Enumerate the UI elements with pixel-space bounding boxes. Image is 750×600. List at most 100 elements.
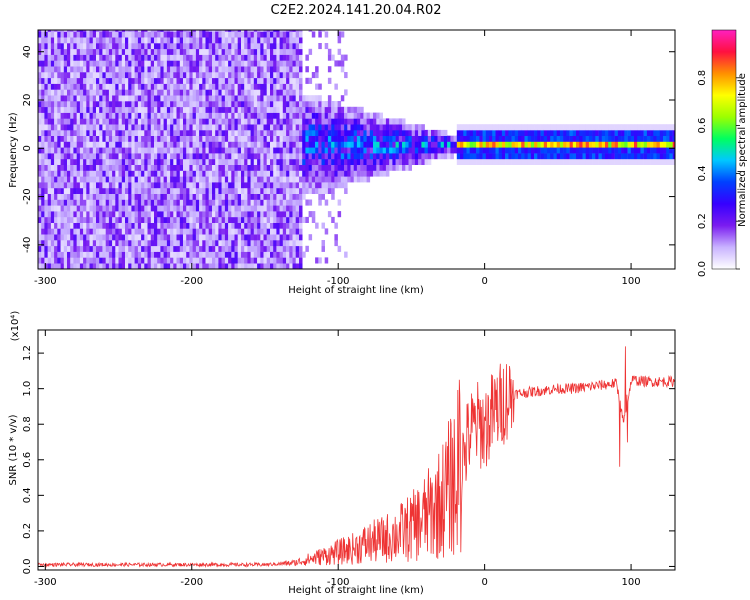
spectrogram-cell	[241, 95, 245, 102]
spectrogram-cell	[292, 31, 296, 38]
spectrogram-cell	[398, 158, 403, 165]
spectrogram-cell	[218, 228, 222, 235]
spectrogram-cell	[144, 129, 148, 136]
spectrogram-cell	[99, 158, 103, 165]
spectrogram-cell	[295, 60, 300, 67]
spectrogram-cell	[131, 118, 135, 125]
spectrogram-cell	[38, 211, 42, 218]
spectrogram-cell	[588, 135, 593, 142]
spectrogram-cell	[38, 176, 42, 183]
spectrogram-cell	[282, 153, 287, 160]
spectrogram-cell	[47, 48, 52, 55]
spectrogram-cell	[57, 182, 61, 189]
spectrogram-cell	[260, 31, 264, 38]
spectrogram-cell	[99, 124, 103, 131]
spectrogram-cell	[273, 176, 277, 183]
spectrogram-cell	[176, 158, 180, 165]
spectrogram-cell	[38, 153, 42, 160]
spectrogram-cell	[311, 129, 316, 136]
spectrogram-cell	[99, 95, 103, 102]
spectrogram-cell	[92, 245, 97, 252]
spectrogram-cell	[76, 251, 81, 258]
spectrogram-cell	[128, 182, 132, 189]
spectrogram-cell	[160, 205, 164, 212]
spectrogram-cell	[315, 66, 319, 73]
spectrogram-cell	[279, 251, 284, 258]
spectrogram-cell	[550, 129, 554, 136]
spectrogram-cell	[173, 129, 177, 136]
spectrogram-cell	[125, 245, 129, 252]
spectrogram-cell	[476, 135, 480, 142]
spectrogram-cell	[205, 240, 209, 247]
spectrogram-cell	[38, 129, 42, 136]
spectrogram-cell	[195, 112, 200, 119]
spectrogram-cell	[79, 205, 84, 212]
spectrogram-cell	[402, 147, 406, 154]
spectrogram-cell	[579, 135, 583, 142]
spectrogram-cell	[321, 124, 325, 131]
spectrogram-cell	[89, 222, 93, 229]
spectrogram-cell	[60, 66, 65, 73]
spectrogram-cell	[514, 141, 519, 148]
spectrogram-cell	[257, 135, 261, 142]
spectrogram-cell	[550, 147, 554, 154]
spectrogram-cell	[327, 147, 332, 154]
spectrogram-cell	[176, 216, 180, 223]
spectrogram-cell	[131, 240, 135, 247]
spectrogram-cell	[311, 216, 316, 223]
spectrogram-cell	[270, 158, 274, 165]
spectrogram-cell	[334, 240, 338, 247]
spectrogram-cell	[50, 187, 55, 194]
spectrogram-cell	[92, 193, 97, 200]
spectrogram-cell	[305, 170, 309, 177]
spectrogram-cell	[83, 106, 87, 113]
spectrogram-cell	[360, 129, 364, 136]
spectrogram-cell	[318, 199, 322, 206]
spectrogram-cell	[125, 72, 129, 79]
spectrogram-cell	[273, 153, 277, 160]
spectrogram-cell	[67, 77, 71, 84]
spectrogram-cell	[208, 31, 213, 38]
spectrogram-cell	[60, 43, 65, 50]
spectrogram-cell	[295, 245, 300, 252]
spectrogram-cell	[157, 66, 161, 73]
spectrogram-cell	[131, 95, 135, 102]
spectrogram-cell	[289, 43, 293, 50]
spectrogram-cell	[498, 129, 503, 136]
spectrogram-cell	[556, 153, 561, 160]
spectrogram-cell	[173, 118, 177, 125]
spectrogram-cell	[273, 228, 277, 235]
spectrogram-cell	[89, 141, 93, 148]
spectrogram-cell	[141, 43, 145, 50]
spectrogram-cell	[115, 245, 119, 252]
spectrogram-cell	[179, 234, 184, 241]
spectrogram-cell	[150, 106, 155, 113]
spectrogram-cell	[44, 257, 48, 264]
spectrogram-cell	[592, 135, 596, 142]
spectrogram-cell	[128, 211, 132, 218]
spectrogram-cell	[286, 240, 290, 247]
spectrogram-cell	[189, 199, 193, 206]
spectrogram-cell	[521, 124, 525, 131]
spectrogram-cell	[382, 141, 387, 148]
spectrogram-cell	[50, 182, 55, 189]
spectrogram-cell	[327, 54, 332, 61]
spectrogram-cell	[289, 187, 293, 194]
spectrogram-cell	[295, 257, 300, 264]
spectrogram-cell	[183, 101, 187, 108]
spectrogram-cell	[202, 124, 206, 131]
spectrogram-cell	[92, 240, 97, 247]
spectrogram-cell	[189, 30, 193, 32]
spectrogram-cell	[147, 245, 151, 252]
spectrogram-cell	[224, 129, 229, 136]
spectrogram-cell	[173, 72, 177, 79]
spectrogram-cell	[163, 199, 168, 206]
spectrogram-cell	[47, 193, 52, 200]
spectrogram-cell	[241, 60, 245, 67]
spectrogram-cell	[134, 199, 139, 206]
spectrogram-cell	[121, 193, 126, 200]
spectrogram-cell	[108, 129, 113, 136]
spectrogram-cell	[347, 129, 351, 136]
spectrogram-cell	[199, 48, 203, 55]
spectrogram-cell	[60, 124, 65, 131]
